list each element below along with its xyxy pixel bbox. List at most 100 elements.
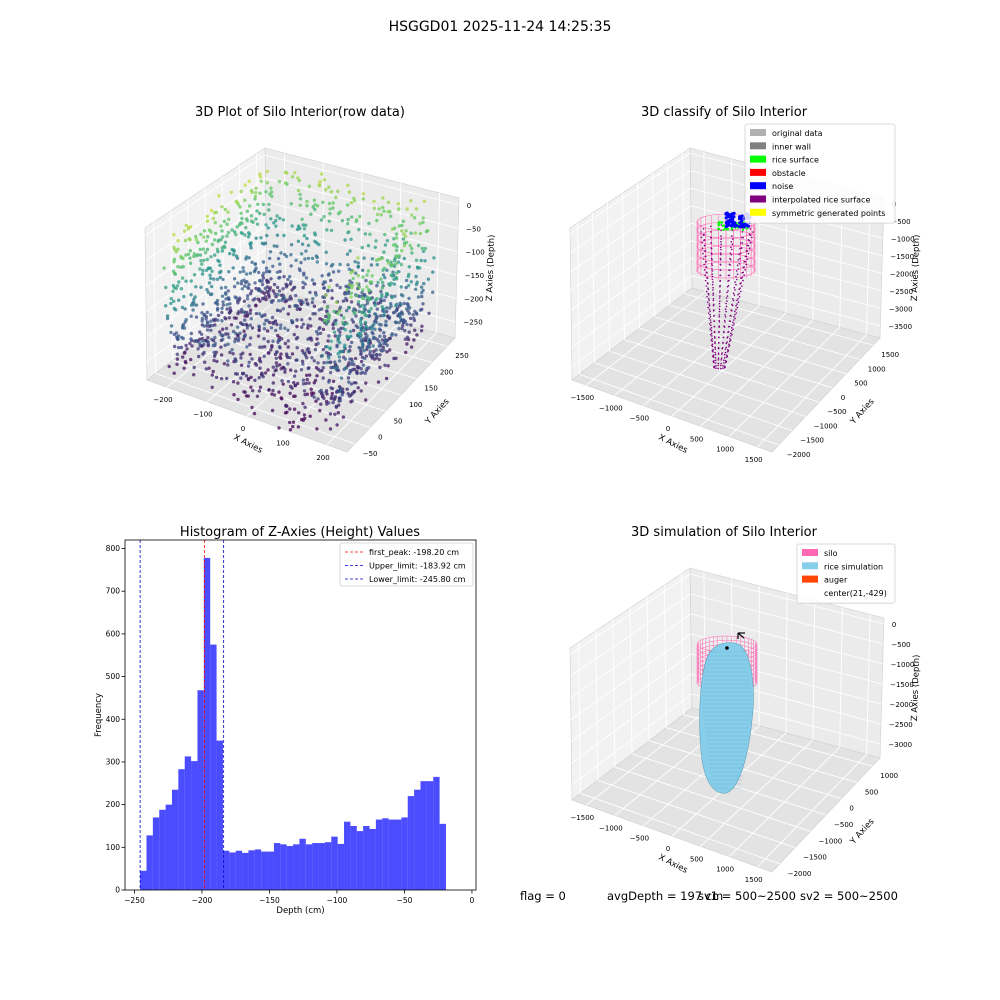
- raw-point: [329, 360, 333, 364]
- legend-label: first_peak: -198.20 cm: [369, 548, 459, 557]
- raw-point: [353, 356, 358, 361]
- raw-point: [380, 286, 384, 290]
- raw-point: [205, 288, 209, 292]
- plot1-title: 3D Plot of Silo Interior(row data): [195, 105, 405, 120]
- raw-point: [327, 380, 331, 384]
- raw-point: [242, 269, 246, 273]
- interpolated-point: [703, 239, 706, 241]
- raw-point: [211, 369, 215, 374]
- raw-point: [269, 217, 273, 221]
- raw-point: [401, 294, 405, 298]
- raw-point: [192, 300, 196, 304]
- auger-arrow: [737, 632, 745, 639]
- interpolated-point: [711, 264, 713, 267]
- raw-point: [372, 199, 376, 203]
- raw-point: [236, 397, 240, 402]
- grid-line-y-wall: [595, 630, 599, 781]
- raw-point: [396, 202, 401, 206]
- raw-point: [389, 214, 393, 218]
- raw-point: [286, 312, 290, 316]
- raw-point: [385, 239, 390, 243]
- raw-point: [265, 169, 269, 174]
- x-tick-label: 1000: [716, 866, 734, 874]
- raw-point: [328, 346, 332, 350]
- raw-point: [426, 229, 430, 233]
- raw-point: [370, 330, 374, 335]
- interpolated-point: [720, 364, 722, 367]
- raw-point: [205, 219, 210, 223]
- raw-point: [361, 275, 365, 279]
- x-tick-label: −150: [259, 896, 280, 905]
- x-tick-label: −100: [193, 411, 212, 419]
- raw-point: [292, 285, 297, 289]
- interpolated-point: [719, 291, 721, 294]
- raw-point: [287, 297, 291, 301]
- raw-point: [192, 254, 196, 259]
- raw-point: [179, 345, 184, 350]
- interpolated-point: [718, 310, 721, 313]
- raw-point: [253, 297, 257, 301]
- raw-point: [198, 247, 202, 252]
- interpolated-point: [749, 228, 752, 230]
- raw-point: [226, 230, 231, 235]
- raw-point: [281, 218, 285, 222]
- raw-point: [420, 291, 424, 295]
- x-tick-label: −1000: [599, 404, 623, 412]
- histogram-bar: [331, 836, 338, 890]
- interpolated-point: [728, 344, 731, 347]
- z-tick-label: −150: [465, 272, 484, 280]
- raw-point: [267, 295, 271, 299]
- raw-point: [376, 380, 381, 384]
- raw-point: [200, 262, 204, 266]
- raw-point: [359, 351, 363, 355]
- raw-point: [201, 247, 205, 251]
- grid-line-y-wall: [612, 619, 616, 768]
- raw-point: [347, 371, 352, 375]
- grid-line-z: [146, 247, 267, 338]
- raw-point: [223, 291, 228, 295]
- raw-point: [341, 320, 345, 325]
- raw-point: [333, 360, 337, 364]
- raw-point: [331, 262, 335, 267]
- interpolated-point: [733, 323, 735, 325]
- raw-point: [331, 326, 335, 331]
- raw-point: [192, 373, 196, 377]
- grid-line-y-wall: [667, 162, 670, 306]
- grid-line-y: [580, 793, 780, 865]
- interpolated-point: [729, 340, 731, 343]
- raw-point: [210, 284, 214, 289]
- raw-point: [330, 296, 334, 300]
- interpolated-point: [719, 252, 722, 254]
- z-tick-label: −2000: [890, 701, 914, 709]
- interpolated-point: [738, 288, 740, 291]
- grid-line-y: [669, 304, 860, 360]
- raw-point: [205, 324, 209, 328]
- raw-point: [189, 331, 193, 336]
- interpolated-point: [719, 300, 721, 303]
- raw-point: [342, 316, 346, 320]
- y-tick-label: 500: [865, 788, 878, 796]
- grid-line-z-back: [265, 201, 458, 253]
- grid-line-x: [757, 334, 867, 448]
- raw-point: [404, 278, 409, 283]
- raw-point: [301, 285, 305, 290]
- raw-point: [347, 380, 351, 384]
- raw-point: [246, 394, 250, 398]
- raw-point: [249, 219, 254, 223]
- raw-point: [301, 300, 305, 305]
- interpolated-point: [737, 259, 740, 261]
- raw-point: [180, 305, 185, 310]
- interpolated-point: [704, 274, 706, 277]
- raw-point: [309, 324, 313, 328]
- raw-point: [212, 350, 216, 354]
- raw-point: [321, 376, 325, 380]
- x-tick-label: −100: [327, 896, 348, 905]
- interpolated-point: [719, 269, 722, 271]
- raw-point: [363, 303, 367, 308]
- interpolated-point: [726, 291, 728, 294]
- raw-point: [346, 217, 350, 222]
- raw-point: [210, 242, 215, 247]
- raw-point: [259, 236, 263, 240]
- raw-point: [292, 380, 296, 385]
- raw-point: [220, 205, 224, 209]
